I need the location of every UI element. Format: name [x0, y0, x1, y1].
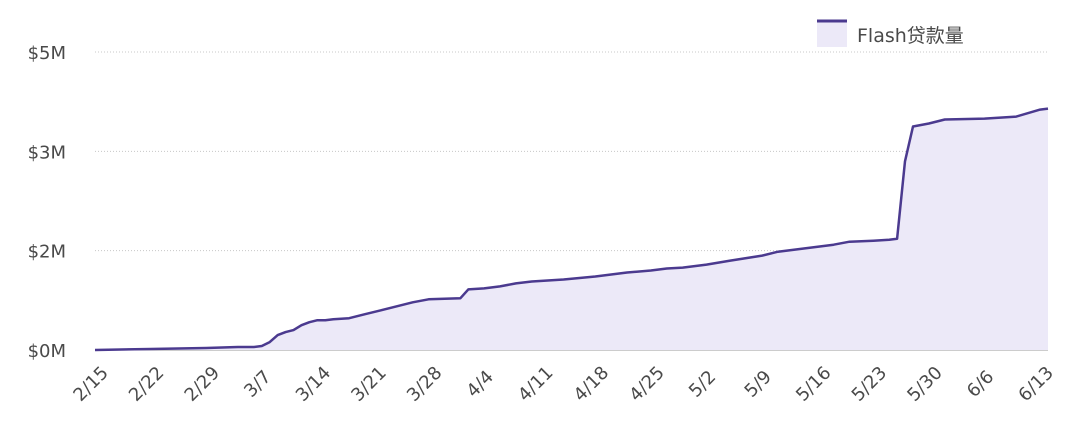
- series-line: [94, 107, 1049, 352]
- y-tick-label: $3M: [28, 142, 66, 163]
- x-tick-label: 5/23: [848, 362, 891, 405]
- x-tick-label: 2/22: [125, 362, 168, 405]
- x-tick-label: 3/28: [403, 362, 446, 405]
- y-tick-label: $5M: [28, 43, 66, 64]
- x-tick-label: 3/21: [347, 362, 390, 405]
- legend: Flash贷款量: [817, 19, 964, 47]
- y-axis-ticks: $0M $2M $3M $5M: [28, 43, 66, 362]
- x-tick-label: 5/9: [741, 366, 776, 401]
- x-tick-label: 2/15: [69, 362, 112, 405]
- x-tick-label: 4/18: [570, 362, 613, 405]
- x-tick-label: 6/6: [963, 366, 998, 401]
- x-tick-label: 6/13: [1014, 362, 1057, 405]
- x-tick-label: 5/16: [792, 362, 835, 405]
- series-area-fill: [95, 108, 1048, 350]
- x-tick-label: 4/25: [625, 362, 668, 405]
- x-tick-label: 3/7: [240, 366, 275, 401]
- y-tick-label: $2M: [28, 242, 66, 263]
- x-tick-label: 3/14: [292, 362, 335, 405]
- legend-label: Flash贷款量: [857, 25, 964, 47]
- series-area: [94, 107, 1049, 352]
- y-tick-label: $0M: [28, 341, 66, 362]
- legend-swatch: [817, 21, 847, 47]
- x-tick-label: 4/4: [463, 366, 498, 401]
- x-tick-label: 4/11: [514, 362, 557, 405]
- x-tick-label: 5/2: [685, 366, 720, 401]
- x-tick-label: 2/29: [181, 362, 224, 405]
- x-tick-label: 5/30: [903, 362, 946, 405]
- x-axis-ticks: 2/15 2/22 2/29 3/7 3/14 3/21 3/28 4/4 4/11 4/18 4/…: [69, 362, 1058, 405]
